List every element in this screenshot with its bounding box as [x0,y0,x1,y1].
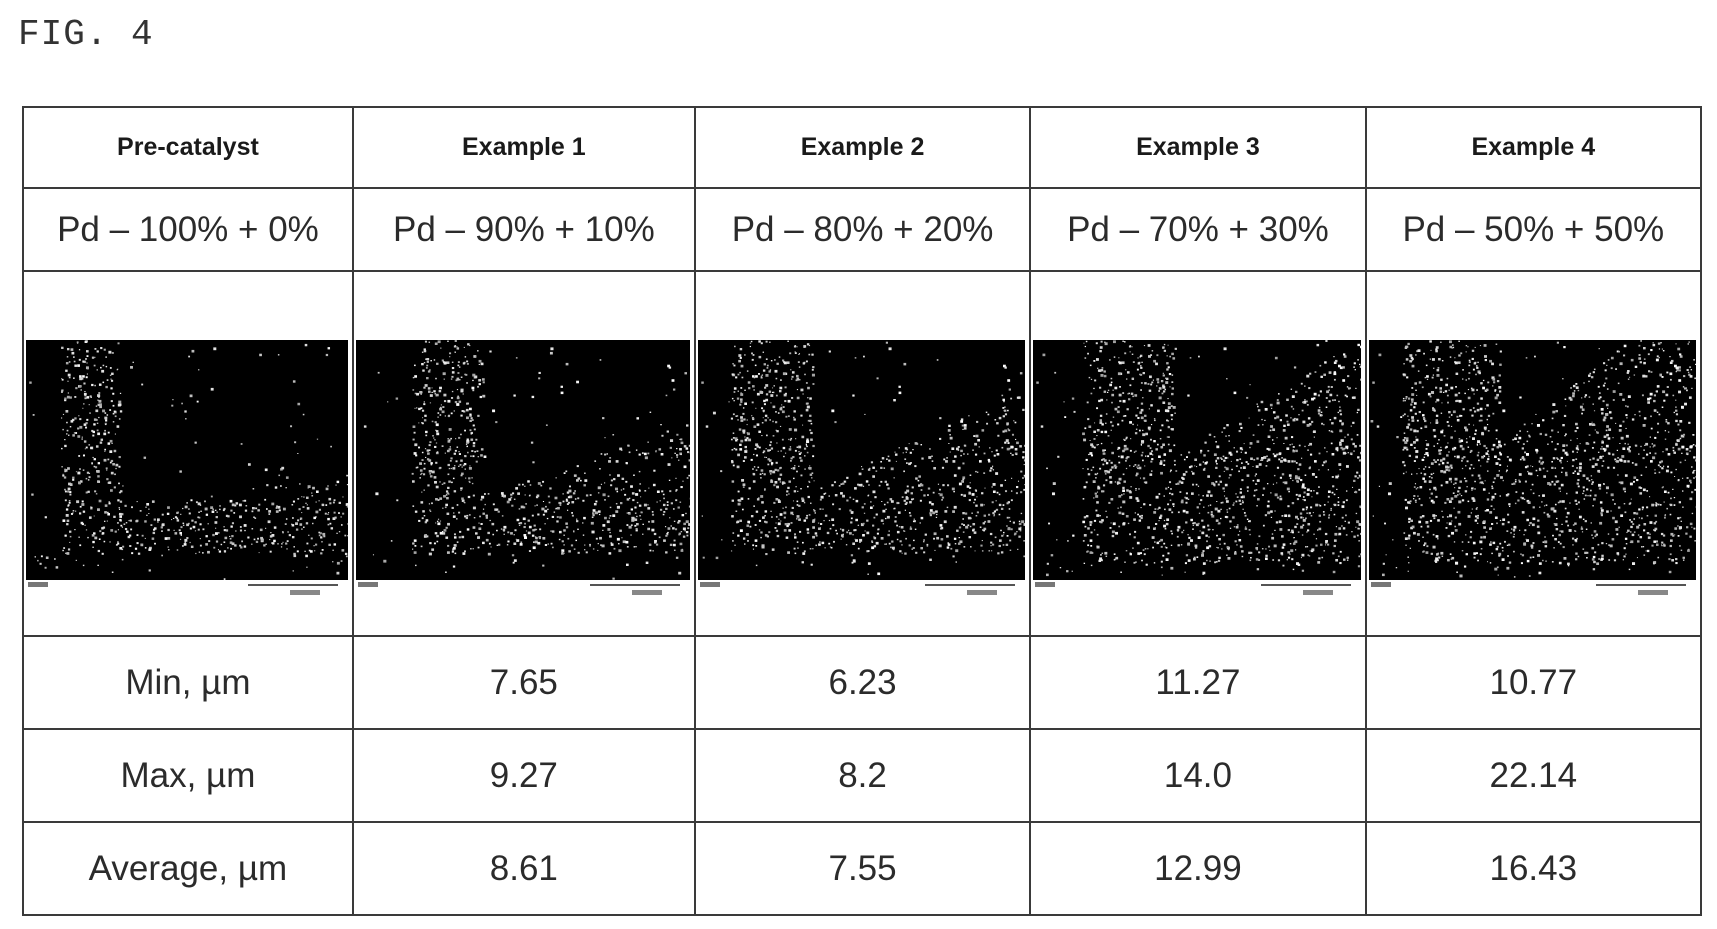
scale-bar [26,580,348,600]
composition-cell: Pd – 50% + 50% [1364,187,1703,272]
header-cell-precatalyst: Pre-catalyst [22,106,354,189]
composition-row: Pd – 100% + 0% Pd – 90% + 10% Pd – 80% +… [22,187,1703,272]
value-cell: 9.27 [351,728,696,823]
sem-micrograph-example-1 [355,339,690,580]
scale-bar [356,580,690,600]
scale-bar [1369,580,1696,600]
row-label: Average, µm [22,821,354,916]
value-cell: 8.2 [693,728,1032,823]
row-label: Min, µm [22,635,354,730]
micrograph-row [22,270,1703,637]
value-cell: 11.27 [1029,635,1367,730]
sem-micrograph-example-3 [1033,339,1361,580]
value-cell: 22.14 [1364,728,1703,823]
micrograph-cell [1029,270,1367,637]
value-cell: 6.23 [693,635,1032,730]
composition-cell: Pd – 90% + 10% [351,187,696,272]
row-label: Max, µm [22,728,354,823]
value-cell: 7.55 [693,821,1032,916]
max-row: Max, µm 9.27 8.2 14.0 22.14 [22,728,1703,823]
scale-bar [698,580,1025,600]
header-cell-example-1: Example 1 [351,106,696,189]
average-row: Average, µm 8.61 7.55 12.99 16.43 [22,821,1703,916]
header-row: Pre-catalyst Example 1 Example 2 Example… [22,106,1703,189]
micrograph-cell [351,270,696,637]
value-cell: 7.65 [351,635,696,730]
value-cell: 14.0 [1029,728,1367,823]
results-table: Pre-catalyst Example 1 Example 2 Example… [22,106,1703,916]
value-cell: 16.43 [1364,821,1703,916]
composition-cell: Pd – 80% + 20% [693,187,1032,272]
header-cell-example-2: Example 2 [693,106,1032,189]
composition-cell: Pd – 70% + 30% [1029,187,1367,272]
micrograph-cell [22,270,354,637]
value-cell: 12.99 [1029,821,1367,916]
value-cell: 8.61 [351,821,696,916]
header-cell-example-3: Example 3 [1029,106,1367,189]
sem-micrograph-example-4 [1368,339,1696,580]
scale-bar [1033,580,1360,600]
min-row: Min, µm 7.65 6.23 11.27 10.77 [22,635,1703,730]
micrograph-cell [693,270,1032,637]
sem-micrograph-precatalyst [26,339,348,580]
value-cell: 10.77 [1364,635,1703,730]
micrograph-cell [1364,270,1703,637]
figure-label: FIG. 4 [18,14,154,55]
composition-cell: Pd – 100% + 0% [22,187,354,272]
header-cell-example-4: Example 4 [1364,106,1703,189]
sem-micrograph-example-2 [697,339,1026,580]
